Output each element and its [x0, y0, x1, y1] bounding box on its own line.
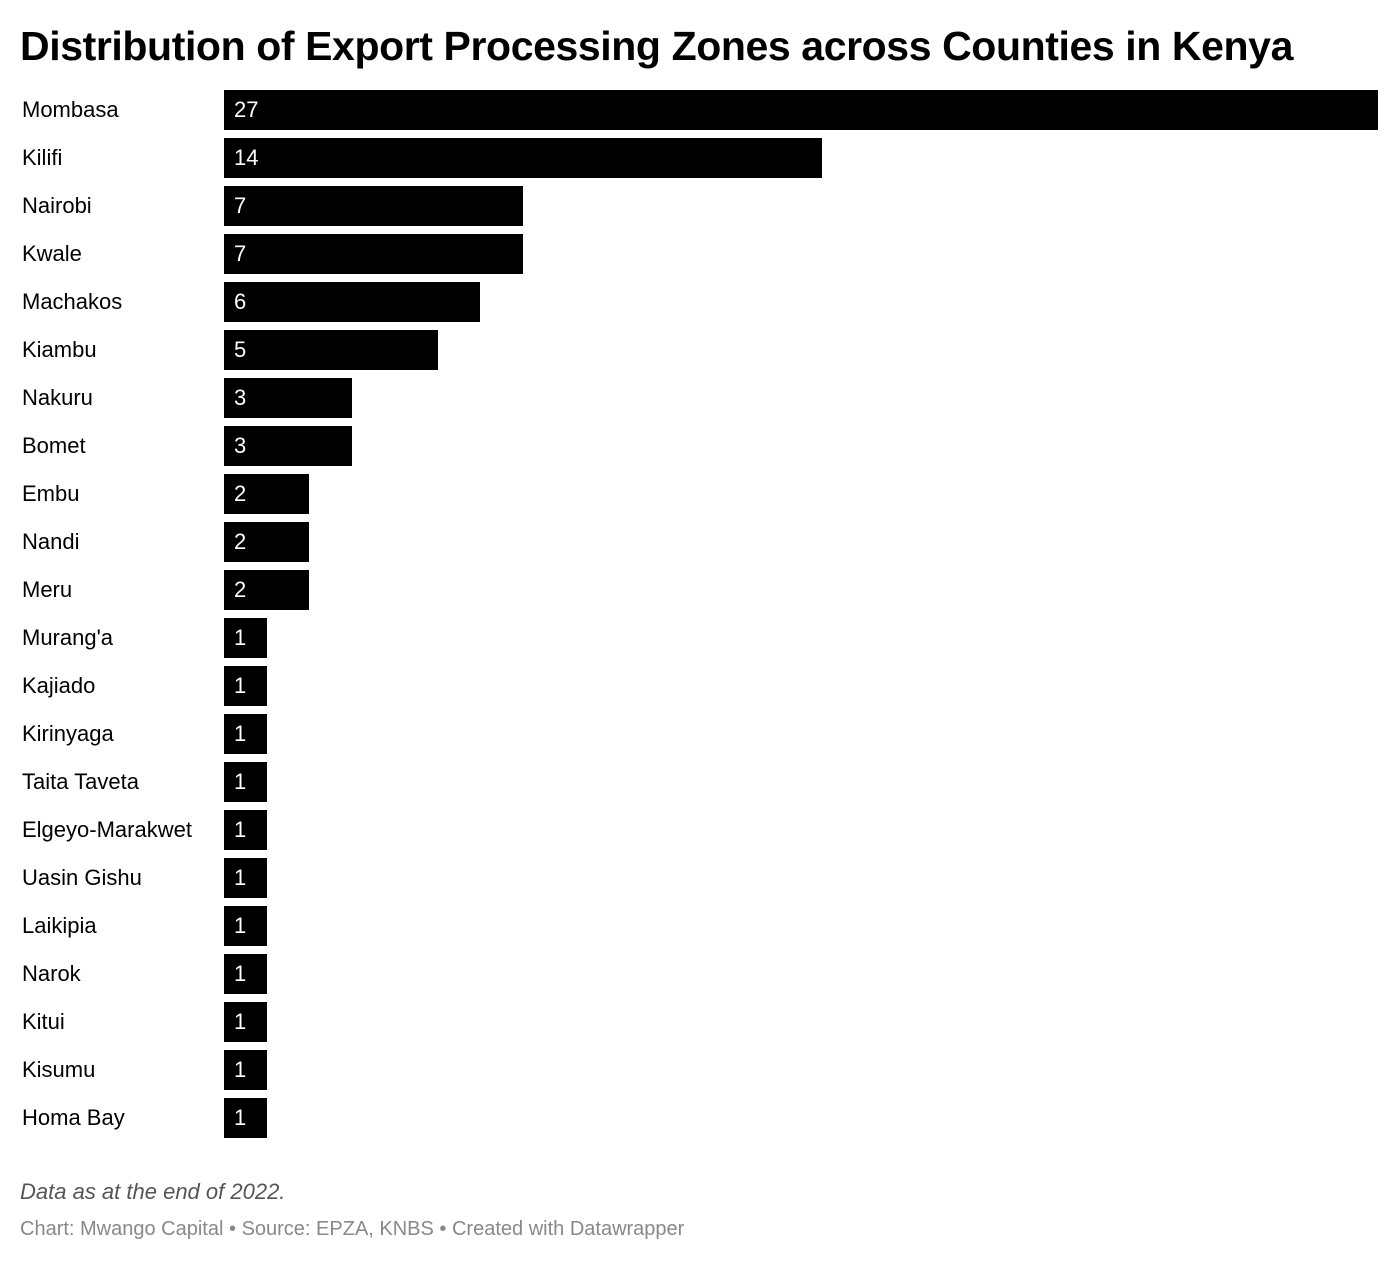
bar-value-label: 14: [234, 145, 259, 170]
category-label: Elgeyo-Marakwet: [22, 817, 192, 842]
bar-value-label: 6: [234, 289, 247, 314]
category-label: Kiambu: [22, 337, 97, 362]
category-label: Uasin Gishu: [22, 865, 142, 890]
footer-source: Source: EPZA, KNBS: [241, 1218, 434, 1240]
category-label: Mombasa: [22, 97, 119, 122]
bar: [224, 762, 267, 802]
category-label: Laikipia: [22, 913, 97, 938]
bar-value-label: 1: [234, 817, 247, 842]
category-label: Homa Bay: [22, 1105, 125, 1130]
category-label: Kajiado: [22, 673, 96, 698]
footer-credit: Chart: Mwango Capital: [20, 1218, 224, 1240]
chart-title: Distribution of Export Processing Zones …: [20, 23, 1293, 69]
bar: [224, 666, 267, 706]
bar-value-label: 1: [234, 769, 247, 794]
category-label: Kirinyaga: [22, 721, 114, 746]
bar: [224, 282, 480, 322]
category-label: Murang'a: [22, 625, 114, 650]
category-label: Kwale: [22, 241, 82, 266]
bar-value-label: 27: [234, 97, 259, 122]
category-label: Narok: [22, 961, 81, 986]
bar: [224, 90, 1378, 130]
category-label: Nakuru: [22, 385, 93, 410]
bar-value-label: 2: [234, 577, 247, 602]
bar-value-label: 1: [234, 913, 247, 938]
category-label: Nairobi: [22, 193, 92, 218]
bar: [224, 474, 309, 514]
category-label: Bomet: [22, 433, 86, 458]
bar-value-label: 2: [234, 481, 247, 506]
footer-separator: •: [433, 1218, 452, 1240]
bar: [224, 810, 267, 850]
bar-value-label: 3: [234, 385, 247, 410]
category-label: Embu: [22, 481, 80, 506]
bar-value-label: 1: [234, 961, 247, 986]
bar-value-label: 3: [234, 433, 247, 458]
category-label: Kitui: [22, 1009, 65, 1034]
category-label: Machakos: [22, 289, 123, 314]
bar-value-label: 2: [234, 529, 247, 554]
bar-value-label: 1: [234, 721, 247, 746]
bar-value-label: 7: [234, 241, 247, 266]
bar: [224, 426, 352, 466]
bar: [224, 906, 267, 946]
bar-value-label: 1: [234, 625, 247, 650]
bar: [224, 714, 267, 754]
bar: [224, 954, 267, 994]
bar: [224, 186, 523, 226]
bar: [224, 378, 352, 418]
category-label: Meru: [22, 577, 73, 602]
bar: [224, 1050, 267, 1090]
footer-separator: •: [223, 1218, 242, 1240]
bar-value-label: 1: [234, 1009, 247, 1034]
chart-footer: Chart: Mwango Capital • Source: EPZA, KN…: [20, 1216, 684, 1242]
category-label: Kisumu: [22, 1057, 96, 1082]
bar: [224, 858, 267, 898]
bar: [224, 234, 523, 274]
category-label: Kilifi: [22, 145, 63, 170]
footer-tool: Created with Datawrapper: [451, 1218, 685, 1240]
bar-value-label: 1: [234, 1105, 247, 1130]
bar: [224, 522, 309, 562]
bar: [224, 138, 822, 178]
bar: [224, 1002, 267, 1042]
bar: [224, 1098, 267, 1138]
bar-value-label: 1: [234, 673, 247, 698]
bar-value-label: 5: [234, 337, 247, 362]
bar-value-label: 1: [234, 865, 247, 890]
bar-value-label: 1: [234, 1057, 247, 1082]
bar: [224, 330, 438, 370]
chart-notes: Data as at the end of 2022.: [20, 1179, 286, 1204]
bar-value-label: 7: [234, 193, 247, 218]
bar: [224, 618, 267, 658]
bar: [224, 570, 309, 610]
category-label: Nandi: [22, 529, 80, 554]
category-label: Taita Taveta: [22, 769, 140, 794]
